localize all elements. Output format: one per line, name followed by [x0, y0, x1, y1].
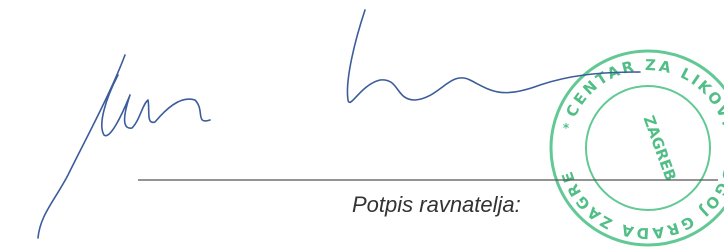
page: CENTAR ZA LIKOVNI ODGOJ GRADA ZAGREBA ZA… — [0, 0, 724, 250]
stamp-star: * — [563, 121, 570, 135]
stamp-inner-ring — [586, 86, 710, 210]
signature-label: Potpis ravnatelja: — [352, 192, 521, 217]
signature — [38, 10, 640, 238]
document: CENTAR ZA LIKOVNI ODGOJ GRADA ZAGREBA ZA… — [0, 0, 724, 250]
stamp-inner-text: ZAGREB — [640, 113, 680, 183]
signature-stroke — [102, 75, 210, 136]
signature-stroke — [38, 55, 125, 238]
